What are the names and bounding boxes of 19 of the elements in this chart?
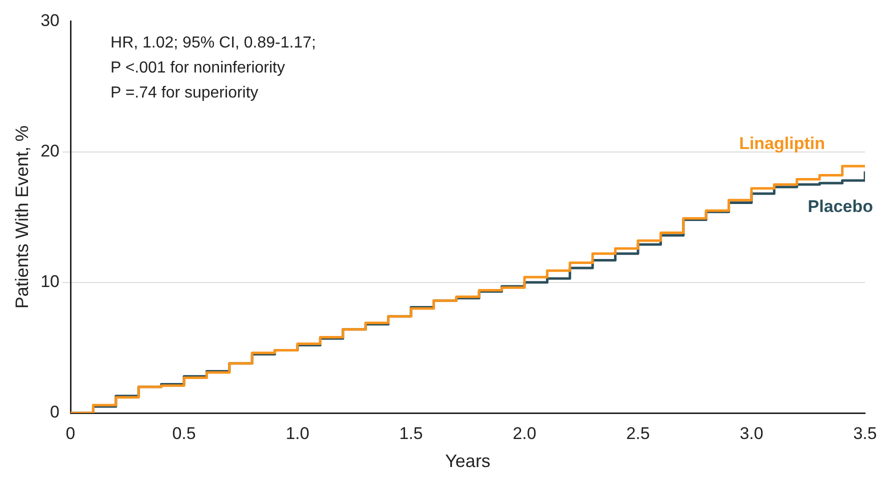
x-tick-label: 2.0 <box>512 424 536 443</box>
series-label: Linagliptin <box>739 134 825 153</box>
x-tick-label: 1.0 <box>286 424 310 443</box>
annotation: P =.74 for superiority <box>110 84 258 102</box>
x-tick-label: 2.5 <box>626 424 650 443</box>
x-tick-label: 3.5 <box>853 424 877 443</box>
y-tick-label: 20 <box>40 141 60 160</box>
x-tick-label: 0 <box>66 424 76 443</box>
y-tick-label: 10 <box>40 272 60 292</box>
y-axis-title: Patients With Event, % <box>12 126 32 309</box>
y-tick-label: 0 <box>50 402 60 422</box>
annotation: HR, 1.02; 95% CI, 0.89-1.17; <box>110 34 316 52</box>
series-label: Placebo <box>808 197 873 216</box>
y-tick-label: 30 <box>40 10 60 30</box>
x-tick-label: 3.0 <box>740 424 764 443</box>
x-tick-label: 1.5 <box>399 424 423 443</box>
x-axis-title: Years <box>445 451 490 472</box>
annotation: P <.001 for noninferiority <box>110 60 285 77</box>
x-tick-label: 0.5 <box>172 424 196 443</box>
